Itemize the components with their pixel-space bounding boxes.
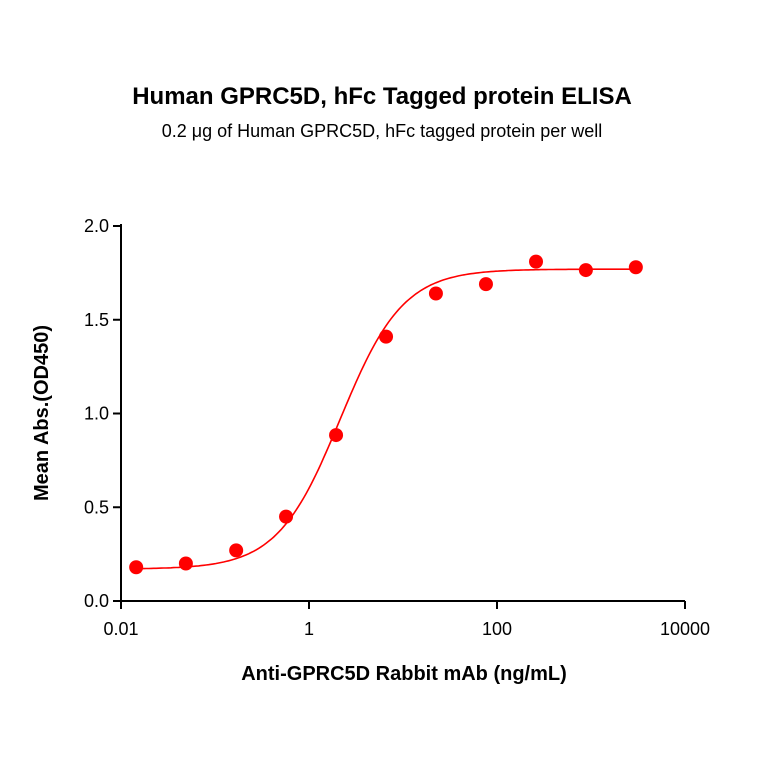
data-point xyxy=(529,254,544,269)
data-point xyxy=(129,560,144,575)
data-point xyxy=(578,263,593,278)
y-tick-label: 1.0 xyxy=(84,404,109,424)
data-point xyxy=(329,428,344,443)
x-tick-label: 0.01 xyxy=(103,619,138,639)
data-point xyxy=(279,509,294,524)
data-point xyxy=(478,277,493,292)
data-point xyxy=(229,543,244,558)
y-tick-label: 0.0 xyxy=(84,591,109,611)
x-tick-label: 10000 xyxy=(660,619,710,639)
chart-title: Human GPRC5D, hFc Tagged protein ELISA xyxy=(132,83,632,110)
x-tick-label: 1 xyxy=(304,619,314,639)
y-tick-label: 2.0 xyxy=(84,216,109,236)
y-tick-label: 0.5 xyxy=(84,497,109,517)
x-tick-label: 100 xyxy=(482,619,512,639)
data-point xyxy=(428,286,443,301)
data-point xyxy=(178,556,193,571)
y-axis-label: Mean Abs.(OD450) xyxy=(31,325,53,501)
y-tick-label: 1.5 xyxy=(84,310,109,330)
x-axis-label: Anti-GPRC5D Rabbit mAb (ng/mL) xyxy=(241,663,567,685)
data-point xyxy=(628,260,643,275)
chart-subtitle: 0.2 μg of Human GPRC5D, hFc tagged prote… xyxy=(161,121,603,141)
data-point xyxy=(379,329,394,344)
fit-curve xyxy=(136,268,636,570)
